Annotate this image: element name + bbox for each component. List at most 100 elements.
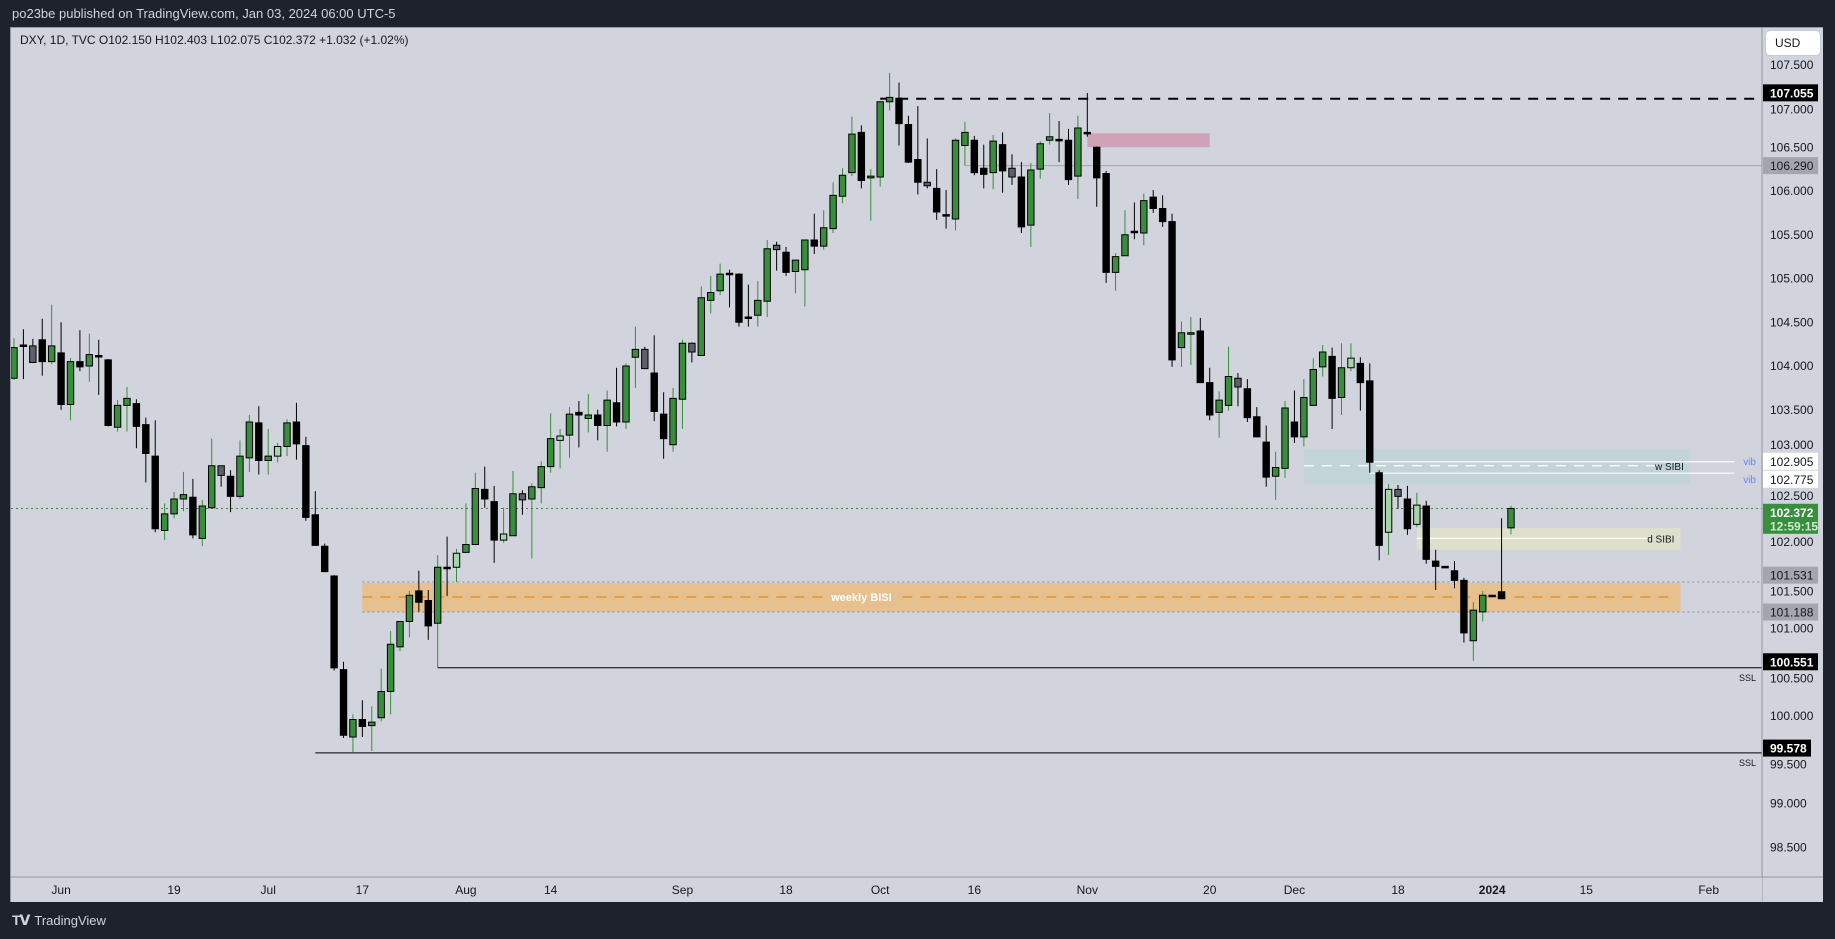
candle[interactable]	[95, 339, 103, 395]
tradingview-logo-icon[interactable]: T𝗩	[12, 911, 30, 928]
candle[interactable]	[923, 138, 931, 189]
candle[interactable]	[236, 440, 244, 499]
candle[interactable]	[829, 182, 837, 233]
candle[interactable]	[1102, 170, 1110, 283]
plot-area[interactable]: weekly BISI w SIBI d SIBI vib vib SSL SSL	[11, 72, 1762, 768]
candle[interactable]	[697, 286, 705, 356]
candle[interactable]	[810, 213, 818, 254]
candle[interactable]	[396, 621, 404, 652]
candle[interactable]	[339, 661, 348, 738]
candle[interactable]	[970, 135, 979, 176]
candle[interactable]	[132, 399, 141, 449]
candle[interactable]	[1111, 253, 1120, 291]
candle[interactable]	[678, 339, 687, 429]
candle[interactable]	[264, 429, 272, 475]
candle[interactable]	[1074, 115, 1082, 199]
candle[interactable]	[19, 329, 28, 380]
candle[interactable]	[1017, 162, 1026, 233]
candle[interactable]	[1177, 321, 1186, 367]
candle[interactable]	[914, 106, 922, 195]
candle[interactable]	[1215, 391, 1223, 438]
candle[interactable]	[725, 269, 734, 308]
candle[interactable]	[1262, 425, 1270, 487]
candle[interactable]	[1318, 345, 1327, 377]
candle[interactable]	[198, 499, 207, 547]
candle[interactable]	[998, 132, 1007, 193]
candle[interactable]	[377, 668, 385, 722]
candle[interactable]	[245, 415, 254, 472]
candle[interactable]	[594, 409, 602, 441]
candle[interactable]	[368, 706, 376, 751]
candle[interactable]	[528, 483, 536, 559]
candle[interactable]	[942, 190, 950, 229]
candle[interactable]	[462, 503, 470, 554]
candle[interactable]	[688, 342, 696, 363]
candle[interactable]	[405, 590, 414, 638]
candle[interactable]	[189, 478, 197, 539]
candle[interactable]	[255, 406, 263, 475]
candle[interactable]	[791, 259, 800, 294]
candle[interactable]	[537, 461, 545, 504]
candle[interactable]	[857, 125, 866, 189]
candle[interactable]	[1140, 193, 1148, 246]
candle[interactable]	[1309, 358, 1317, 406]
candle[interactable]	[1271, 451, 1280, 500]
candle[interactable]	[932, 169, 941, 220]
candle[interactable]	[546, 413, 555, 473]
candle[interactable]	[1337, 343, 1346, 415]
candle[interactable]	[961, 121, 969, 166]
candle[interactable]	[650, 335, 658, 422]
candle[interactable]	[1093, 146, 1101, 207]
candle[interactable]	[123, 387, 131, 432]
candle[interactable]	[170, 492, 178, 519]
candle[interactable]	[509, 471, 517, 537]
candle[interactable]	[1206, 367, 1214, 421]
candle[interactable]	[1450, 561, 1459, 589]
candle[interactable]	[1328, 347, 1336, 429]
candle[interactable]	[1469, 602, 1478, 661]
candle[interactable]	[1413, 492, 1421, 527]
candle[interactable]	[631, 326, 640, 388]
candle[interactable]	[66, 358, 75, 421]
candle[interactable]	[716, 263, 724, 296]
candle[interactable]	[867, 169, 875, 221]
candle[interactable]	[1149, 190, 1157, 213]
candle[interactable]	[386, 631, 395, 715]
candle[interactable]	[490, 485, 498, 563]
candle[interactable]	[113, 400, 122, 432]
candle[interactable]	[1375, 470, 1383, 561]
candle[interactable]	[1187, 317, 1195, 366]
candle[interactable]	[1300, 379, 1308, 447]
candle[interactable]	[584, 394, 593, 433]
candle[interactable]	[499, 507, 508, 543]
candle[interactable]	[885, 72, 894, 111]
candle[interactable]	[1253, 407, 1261, 438]
candle[interactable]	[142, 417, 150, 483]
candle[interactable]	[273, 443, 282, 463]
candle[interactable]	[1441, 565, 1449, 569]
candle[interactable]	[11, 338, 18, 380]
candle[interactable]	[603, 390, 611, 452]
candle[interactable]	[1488, 594, 1496, 598]
candle[interactable]	[1121, 210, 1129, 257]
candle[interactable]	[1027, 163, 1035, 247]
candle[interactable]	[838, 168, 847, 204]
candle[interactable]	[744, 284, 753, 327]
candle[interactable]	[904, 115, 913, 163]
candle[interactable]	[980, 144, 988, 189]
candle[interactable]	[1507, 505, 1515, 535]
candle[interactable]	[471, 472, 480, 545]
time-axis[interactable]	[11, 877, 1762, 902]
candle[interactable]	[1158, 195, 1167, 227]
candle[interactable]	[801, 239, 809, 307]
candle[interactable]	[358, 700, 367, 737]
candle[interactable]	[707, 275, 715, 314]
candle[interactable]	[556, 429, 564, 469]
candle[interactable]	[38, 318, 46, 376]
candle[interactable]	[292, 402, 301, 460]
candle[interactable]	[85, 333, 94, 382]
candle[interactable]	[330, 575, 338, 671]
candle[interactable]	[876, 101, 884, 187]
candle[interactable]	[1224, 346, 1233, 411]
